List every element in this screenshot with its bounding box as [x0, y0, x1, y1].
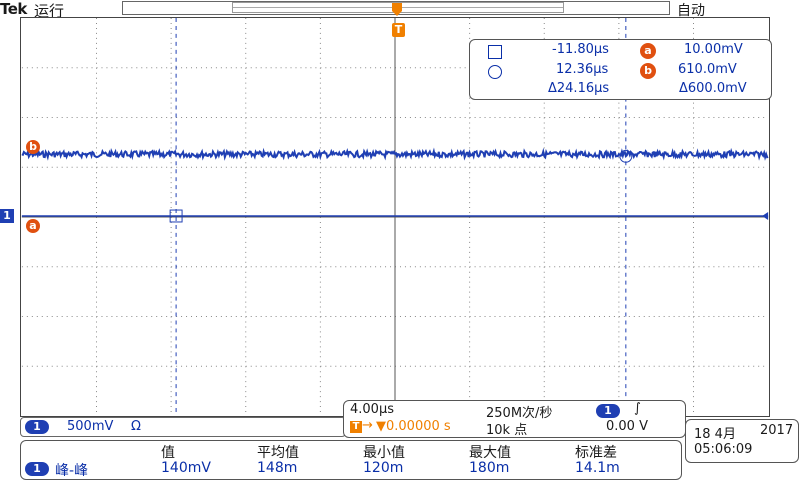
time: 05:06:09 [694, 442, 753, 457]
cursor-2-marker [619, 149, 633, 163]
trigger-level: 0.00 V [606, 419, 648, 434]
horizontal-scale: 4.00µs [350, 402, 394, 417]
timebase-readout[interactable]: 4.00µs 250M次/秒 1 ∫ T → ▼0.00000 s 10k 点 … [343, 400, 686, 438]
trigger-arrow-icon [392, 3, 402, 16]
right-level-arrow [762, 212, 769, 220]
trigger-slope-icon: ∫ [634, 401, 641, 416]
channel-settings-bar[interactable]: 1 500mV Ω [20, 417, 346, 437]
grid-lines [21, 18, 769, 416]
stat-header-value: 值 [161, 445, 175, 461]
run-state: 运行 [34, 2, 65, 20]
channel-1-ground-marker[interactable]: 1 [0, 209, 14, 223]
trigger-position: ▼0.00000 s [376, 419, 451, 434]
cursor-a-tag: a [26, 219, 40, 233]
sample-rate: 250M次/秒 [486, 406, 553, 421]
stat-header-min: 最小值 [363, 445, 405, 461]
cursor-time-1: -11.80µs [552, 42, 609, 57]
cursor-1-marker [169, 209, 183, 223]
stat-min: 120m [363, 460, 404, 476]
coupling-icon: Ω [131, 419, 141, 434]
graticule[interactable] [20, 17, 770, 417]
cursor-delta-volt: Δ600.0mV [679, 81, 747, 96]
waveform-trace [21, 147, 769, 161]
trigger-position-marker[interactable]: T [391, 3, 405, 37]
record-length: 10k 点 [486, 423, 528, 438]
year: 2017 [760, 423, 794, 438]
stat-header-mean: 平均值 [257, 445, 299, 461]
square-cursor-icon [488, 45, 502, 59]
trigger-source-badge: 1 [596, 404, 620, 418]
stat-header-max: 最大值 [469, 445, 511, 461]
cursor-b-tag: b [26, 140, 40, 154]
trigger-badge: T [392, 23, 405, 37]
trigger-arrow: → [362, 418, 373, 433]
trigger-mode: 自动 [677, 3, 705, 19]
cursor-volt-a: 10.00mV [684, 42, 743, 57]
stat-stddev: 14.1m [575, 460, 620, 476]
cursor-volt-b: 610.0mV [678, 62, 737, 77]
cursor-b-icon: b [640, 63, 656, 79]
cursor-a-icon: a [640, 43, 656, 59]
measurement-stats[interactable]: 值 平均值 最小值 最大值 标准差 1 峰-峰 140mV 148m 120m … [20, 440, 682, 480]
stat-max: 180m [469, 460, 510, 476]
datetime-display: 18 4月 2017 05:06:09 [685, 419, 799, 463]
cursor-readout: -11.80µs a 10.00mV 12.36µs b 610.0mV Δ24… [469, 39, 772, 100]
trigger-pos-badge: T [350, 421, 362, 433]
channel-scale: 500mV [67, 419, 114, 434]
cursor-delta-time: Δ24.16µs [548, 81, 610, 96]
stat-name: 峰-峰 [55, 463, 89, 479]
brand-logo: Tek [0, 0, 27, 18]
stat-header-stddev: 标准差 [575, 445, 617, 461]
stat-mean: 148m [257, 460, 298, 476]
circle-cursor-icon [488, 65, 502, 79]
stat-value: 140mV [161, 460, 211, 476]
channel-badge: 1 [25, 420, 49, 434]
stat-channel-badge: 1 [25, 462, 49, 476]
cursor-time-2: 12.36µs [556, 62, 609, 77]
date: 18 4月 [694, 427, 736, 442]
